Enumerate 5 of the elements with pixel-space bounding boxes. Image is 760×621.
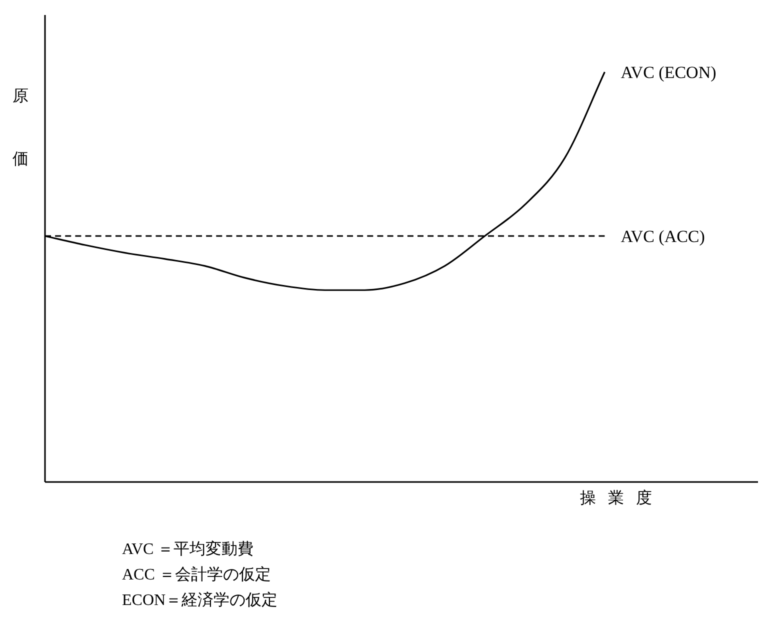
ylabel: 原価 xyxy=(12,76,28,200)
xlabel: 操業度 xyxy=(580,490,664,507)
annotation: ECON＝経済学の仮定 xyxy=(122,592,278,609)
annotation: AVC ＝平均変動費 xyxy=(122,541,254,558)
annotation: ACC ＝会計学の仮定 xyxy=(122,566,271,584)
